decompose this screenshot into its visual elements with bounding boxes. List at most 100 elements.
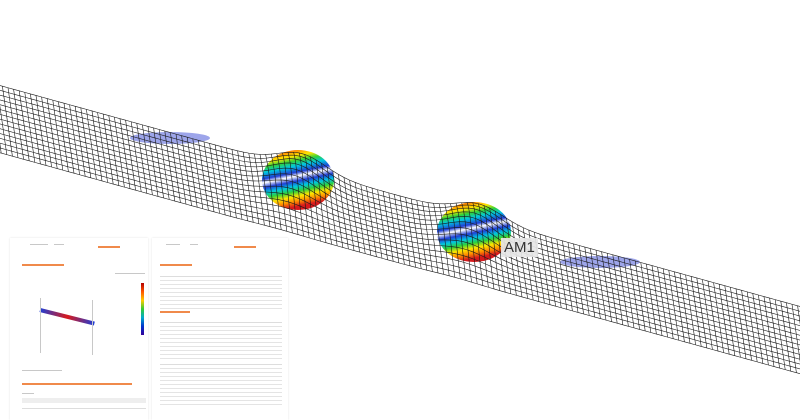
mesh-line-transverse [158,129,170,200]
mesh-line-transverse [595,250,607,321]
mesh-line-transverse [304,154,316,240]
mesh-line-transverse [707,281,719,352]
mesh-line-transverse [780,301,792,372]
mesh-line-transverse [265,154,276,229]
mesh-line-transverse [69,104,80,175]
mesh-line-transverse [774,299,786,370]
report-page-2[interactable] [152,238,288,420]
mesh-line-transverse [259,154,271,227]
beam-preview [39,308,95,326]
mesh-line-transverse [746,291,758,362]
mesh-line-transverse [399,195,411,266]
mesh-line-transverse [545,235,556,307]
mesh-line-transverse [461,202,472,283]
mesh-line-transverse [130,121,142,192]
mesh-line-transverse [506,218,517,296]
mesh-line-transverse [674,271,685,342]
mesh-line-transverse [7,87,19,158]
mesh-line-transverse [147,126,159,197]
mesh-line-transverse [646,264,657,335]
mesh-line-transverse [293,152,304,237]
report-page-1[interactable] [10,238,148,420]
mesh-line-transverse [567,242,579,313]
mesh-line-transverse [634,260,646,332]
mesh-line-transverse [752,293,764,364]
mesh-line-transverse [366,186,377,257]
mesh-line-transverse [153,127,164,198]
mesh-line-transverse [63,103,75,174]
mesh-line-transverse [444,203,456,278]
mesh-line-transverse [556,239,568,310]
mesh-line-transverse [226,147,237,218]
mesh-line-transverse [483,205,495,289]
mesh-line-transverse [276,153,288,232]
mesh-line-transverse [472,202,484,286]
mesh-line-transverse [310,156,321,242]
mesh-line-transverse [2,86,13,157]
mesh-line-transverse [786,302,797,373]
mesh-line-transverse [410,198,422,269]
mesh-line-transverse [685,274,696,345]
mesh-line-transverse [489,208,500,291]
mesh-line-transverse [606,253,618,324]
mesh-line-transverse [741,290,752,361]
mesh-line-transverse [220,146,232,217]
mesh-line-transverse [349,180,360,253]
mesh-line-transverse [763,296,775,367]
mesh-line-transverse [360,184,372,256]
mesh-line-transverse [455,203,467,281]
mesh-line-transverse [136,123,148,194]
mesh-line-transverse [427,202,439,273]
mesh-line-transverse [270,154,282,230]
mesh-line-transverse [578,245,590,316]
mesh-line-transverse [114,117,125,188]
mesh-line-transverse [651,265,663,336]
mesh-line-transverse [450,203,461,279]
mesh-line-transverse [696,277,708,349]
mesh-line-transverse [338,174,349,250]
mesh-line-transverse [13,89,24,160]
mesh-line-transverse [629,259,640,330]
mesh-line-transverse [601,251,612,322]
mesh-line-transverse [758,294,769,366]
mesh-line-transverse [125,120,136,191]
mesh-line-transverse [590,248,601,319]
mesh-line-transverse [0,104,8,155]
mesh-line-transverse [24,92,36,163]
mesh-line-transverse [662,268,674,339]
mesh-line-transverse [433,203,444,275]
mesh-line-transverse [668,270,680,341]
mesh-line-transverse [102,113,114,185]
mesh-line-transverse [97,112,108,183]
mesh-line-transverse [209,143,220,214]
mesh-line-transverse [416,200,428,271]
mesh-line-transverse [422,201,433,272]
mesh-line-transverse [382,191,394,262]
mesh-line-transverse [511,221,523,297]
mesh-line-transverse [198,140,209,211]
mesh-line-transverse [388,192,400,263]
mesh-line-transverse [142,124,153,195]
mesh-line-transverse [86,109,97,180]
mesh-line-transverse [74,106,86,177]
shell-mesh [0,85,800,375]
mesh-line-transverse [405,197,416,268]
mesh-line-transverse [181,135,192,206]
mesh-line-transverse [713,282,724,353]
mesh-line-transverse [769,298,780,369]
mesh-line-transverse [354,182,366,254]
mesh-line-transverse [377,189,388,260]
mesh-line-transverse [690,276,702,347]
mesh-line-transverse [287,152,299,235]
mesh-line-transverse [35,95,47,166]
mesh-line-transverse [30,93,41,164]
mesh-line-transverse [164,130,176,202]
mesh-line-transverse [791,304,800,363]
mesh-line-transverse [254,153,265,226]
mesh-line-transverse [41,96,52,168]
mesh-line-transverse [175,134,187,205]
mesh-line-transverse [517,224,528,299]
mesh-line-transverse [108,115,120,186]
mesh-line-transverse [343,177,355,251]
